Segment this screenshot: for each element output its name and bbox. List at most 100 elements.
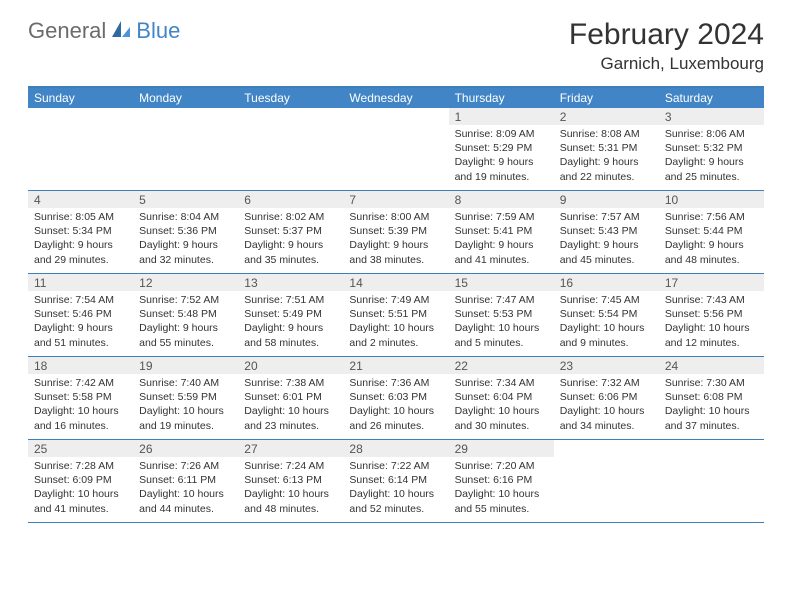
sail-icon xyxy=(110,19,132,44)
day-body: Sunrise: 7:26 AMSunset: 6:11 PMDaylight:… xyxy=(133,457,238,520)
day-number: 15 xyxy=(449,274,554,291)
daylight-text: Daylight: 9 hours and 35 minutes. xyxy=(244,238,337,266)
day-body: Sunrise: 7:54 AMSunset: 5:46 PMDaylight:… xyxy=(28,291,133,354)
daylight-text: Daylight: 10 hours and 34 minutes. xyxy=(560,404,653,432)
sunrise-text: Sunrise: 8:00 AM xyxy=(349,210,442,224)
day-body: Sunrise: 7:43 AMSunset: 5:56 PMDaylight:… xyxy=(659,291,764,354)
dow-wednesday: Wednesday xyxy=(343,88,448,108)
day-body: Sunrise: 7:52 AMSunset: 5:48 PMDaylight:… xyxy=(133,291,238,354)
day-body: Sunrise: 8:02 AMSunset: 5:37 PMDaylight:… xyxy=(238,208,343,271)
day-number: 23 xyxy=(554,357,659,374)
day-cell: 8Sunrise: 7:59 AMSunset: 5:41 PMDaylight… xyxy=(449,191,554,273)
day-number xyxy=(238,108,343,125)
day-cell xyxy=(28,108,133,190)
sunset-text: Sunset: 5:41 PM xyxy=(455,224,548,238)
day-cell: 16Sunrise: 7:45 AMSunset: 5:54 PMDayligh… xyxy=(554,274,659,356)
day-number: 4 xyxy=(28,191,133,208)
sunset-text: Sunset: 5:32 PM xyxy=(665,141,758,155)
sunset-text: Sunset: 5:51 PM xyxy=(349,307,442,321)
day-number: 3 xyxy=(659,108,764,125)
daylight-text: Daylight: 9 hours and 55 minutes. xyxy=(139,321,232,349)
sunset-text: Sunset: 5:39 PM xyxy=(349,224,442,238)
day-body: Sunrise: 7:59 AMSunset: 5:41 PMDaylight:… xyxy=(449,208,554,271)
sunset-text: Sunset: 6:11 PM xyxy=(139,473,232,487)
day-number xyxy=(133,108,238,125)
day-number: 5 xyxy=(133,191,238,208)
daylight-text: Daylight: 9 hours and 58 minutes. xyxy=(244,321,337,349)
week-row: 1Sunrise: 8:09 AMSunset: 5:29 PMDaylight… xyxy=(28,108,764,191)
day-number: 17 xyxy=(659,274,764,291)
dow-thursday: Thursday xyxy=(449,88,554,108)
sunset-text: Sunset: 5:43 PM xyxy=(560,224,653,238)
sunset-text: Sunset: 6:16 PM xyxy=(455,473,548,487)
sunrise-text: Sunrise: 7:38 AM xyxy=(244,376,337,390)
day-body xyxy=(28,125,133,131)
day-body xyxy=(554,457,659,463)
day-cell: 27Sunrise: 7:24 AMSunset: 6:13 PMDayligh… xyxy=(238,440,343,522)
daylight-text: Daylight: 10 hours and 48 minutes. xyxy=(244,487,337,515)
day-number: 14 xyxy=(343,274,448,291)
location: Garnich, Luxembourg xyxy=(569,54,764,74)
sunrise-text: Sunrise: 7:56 AM xyxy=(665,210,758,224)
day-cell: 29Sunrise: 7:20 AMSunset: 6:16 PMDayligh… xyxy=(449,440,554,522)
sunset-text: Sunset: 6:01 PM xyxy=(244,390,337,404)
sunrise-text: Sunrise: 7:22 AM xyxy=(349,459,442,473)
header: General Blue February 2024 Garnich, Luxe… xyxy=(0,0,792,82)
day-number xyxy=(659,440,764,457)
day-body: Sunrise: 8:09 AMSunset: 5:29 PMDaylight:… xyxy=(449,125,554,188)
week-row: 25Sunrise: 7:28 AMSunset: 6:09 PMDayligh… xyxy=(28,440,764,523)
day-body: Sunrise: 7:20 AMSunset: 6:16 PMDaylight:… xyxy=(449,457,554,520)
sunset-text: Sunset: 6:14 PM xyxy=(349,473,442,487)
day-cell: 10Sunrise: 7:56 AMSunset: 5:44 PMDayligh… xyxy=(659,191,764,273)
sunset-text: Sunset: 6:06 PM xyxy=(560,390,653,404)
day-cell: 23Sunrise: 7:32 AMSunset: 6:06 PMDayligh… xyxy=(554,357,659,439)
daylight-text: Daylight: 9 hours and 25 minutes. xyxy=(665,155,758,183)
day-cell: 6Sunrise: 8:02 AMSunset: 5:37 PMDaylight… xyxy=(238,191,343,273)
week-row: 4Sunrise: 8:05 AMSunset: 5:34 PMDaylight… xyxy=(28,191,764,274)
sunrise-text: Sunrise: 7:24 AM xyxy=(244,459,337,473)
day-cell: 17Sunrise: 7:43 AMSunset: 5:56 PMDayligh… xyxy=(659,274,764,356)
sunset-text: Sunset: 6:04 PM xyxy=(455,390,548,404)
day-number: 24 xyxy=(659,357,764,374)
sunrise-text: Sunrise: 8:02 AM xyxy=(244,210,337,224)
sunrise-text: Sunrise: 7:36 AM xyxy=(349,376,442,390)
day-number: 9 xyxy=(554,191,659,208)
sunrise-text: Sunrise: 7:52 AM xyxy=(139,293,232,307)
day-number: 19 xyxy=(133,357,238,374)
sunrise-text: Sunrise: 8:05 AM xyxy=(34,210,127,224)
day-body: Sunrise: 7:57 AMSunset: 5:43 PMDaylight:… xyxy=(554,208,659,271)
day-number: 18 xyxy=(28,357,133,374)
sunrise-text: Sunrise: 7:57 AM xyxy=(560,210,653,224)
sunset-text: Sunset: 5:44 PM xyxy=(665,224,758,238)
day-number: 11 xyxy=(28,274,133,291)
day-number xyxy=(554,440,659,457)
dow-tuesday: Tuesday xyxy=(238,88,343,108)
day-cell: 18Sunrise: 7:42 AMSunset: 5:58 PMDayligh… xyxy=(28,357,133,439)
day-body: Sunrise: 7:34 AMSunset: 6:04 PMDaylight:… xyxy=(449,374,554,437)
day-cell: 19Sunrise: 7:40 AMSunset: 5:59 PMDayligh… xyxy=(133,357,238,439)
sunset-text: Sunset: 5:36 PM xyxy=(139,224,232,238)
sunrise-text: Sunrise: 7:20 AM xyxy=(455,459,548,473)
sunset-text: Sunset: 6:13 PM xyxy=(244,473,337,487)
title-area: February 2024 Garnich, Luxembourg xyxy=(569,18,764,74)
sunset-text: Sunset: 5:56 PM xyxy=(665,307,758,321)
day-body xyxy=(343,125,448,131)
daylight-text: Daylight: 10 hours and 16 minutes. xyxy=(34,404,127,432)
daylight-text: Daylight: 10 hours and 9 minutes. xyxy=(560,321,653,349)
sunrise-text: Sunrise: 7:34 AM xyxy=(455,376,548,390)
sunset-text: Sunset: 5:29 PM xyxy=(455,141,548,155)
day-cell: 14Sunrise: 7:49 AMSunset: 5:51 PMDayligh… xyxy=(343,274,448,356)
daylight-text: Daylight: 9 hours and 48 minutes. xyxy=(665,238,758,266)
sunset-text: Sunset: 5:53 PM xyxy=(455,307,548,321)
day-body: Sunrise: 7:45 AMSunset: 5:54 PMDaylight:… xyxy=(554,291,659,354)
day-body: Sunrise: 7:49 AMSunset: 5:51 PMDaylight:… xyxy=(343,291,448,354)
week-row: 11Sunrise: 7:54 AMSunset: 5:46 PMDayligh… xyxy=(28,274,764,357)
daylight-text: Daylight: 9 hours and 51 minutes. xyxy=(34,321,127,349)
logo-text-general: General xyxy=(28,18,106,44)
sunrise-text: Sunrise: 7:45 AM xyxy=(560,293,653,307)
day-number: 7 xyxy=(343,191,448,208)
logo-text-blue: Blue xyxy=(136,18,180,44)
day-number: 16 xyxy=(554,274,659,291)
sunset-text: Sunset: 5:49 PM xyxy=(244,307,337,321)
daylight-text: Daylight: 10 hours and 52 minutes. xyxy=(349,487,442,515)
